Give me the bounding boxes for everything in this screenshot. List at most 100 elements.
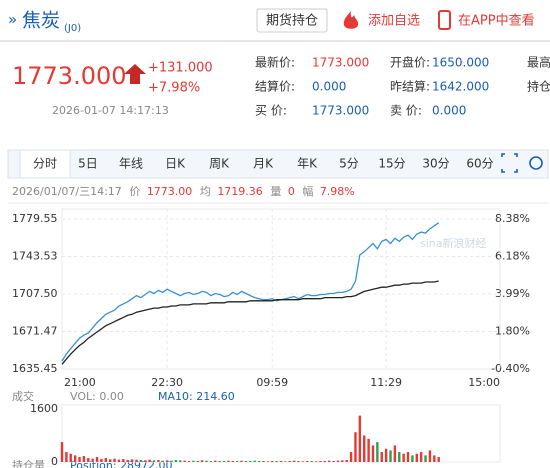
tab[interactable]: 年K [297, 157, 318, 171]
volume-bar [227, 460, 230, 462]
title: 焦炭 [22, 10, 60, 32]
field-label: 持仓 [527, 79, 550, 94]
field-value: 0.000 [312, 80, 346, 94]
volume-bar [384, 448, 388, 462]
volume-bar [437, 457, 440, 462]
volume-bar [310, 461, 313, 462]
volume-bar [323, 461, 327, 462]
tab[interactable]: 分时 [33, 157, 57, 171]
volume-bar [371, 445, 375, 462]
button[interactable]: 添加自选 [368, 14, 420, 29]
price-line [61, 280, 439, 365]
volume-bar [104, 458, 108, 462]
code: (J0) [64, 23, 81, 34]
field-value: 1773.000 [312, 104, 369, 118]
volume-bar [288, 461, 291, 462]
y-tick-label: 1671.47 [12, 325, 58, 338]
volume-bar [60, 442, 64, 462]
y2-tick-label: 1.80% [495, 324, 530, 337]
volume-bar [393, 445, 397, 462]
volume-bar [170, 460, 173, 462]
tab[interactable]: 周K [209, 157, 230, 171]
field-value: 0.000 [432, 104, 466, 118]
y-tick-label: 1743.53 [12, 249, 58, 262]
tab[interactable]: 月K [253, 157, 274, 171]
volume-bar [108, 459, 112, 462]
status-label: 均 [200, 185, 211, 198]
y2-tick-label: -0.40% [491, 362, 530, 375]
volume-bar [91, 458, 94, 462]
volume-bar [200, 460, 204, 462]
tab[interactable]: 15分 [378, 157, 405, 171]
tab[interactable]: 5分 [339, 157, 359, 171]
chevron: » [8, 11, 17, 29]
field-label: 昨结算: [390, 79, 430, 94]
button-frame[interactable] [256, 8, 328, 33]
volume-bar [113, 458, 116, 462]
button[interactable]: 期货持仓 [266, 13, 318, 29]
volume-bar [130, 459, 134, 462]
volume-label: 成交 [12, 389, 34, 403]
volume-bar [235, 461, 239, 462]
volume-bar [419, 452, 423, 462]
change: +131.000 [148, 61, 213, 76]
volume-bar [367, 438, 370, 462]
volume-bar [152, 460, 156, 462]
settings-icon[interactable] [529, 156, 543, 170]
volume-bar [389, 450, 392, 462]
volume-bar [380, 452, 383, 462]
volume-bar [279, 461, 283, 462]
fullscreen-icon[interactable] [501, 153, 518, 173]
ma-label: MA10: 214.60 [158, 390, 235, 403]
volume-bar [249, 461, 252, 462]
volume-bar [161, 460, 164, 462]
fire-icon [343, 11, 359, 29]
volume-bar [358, 415, 362, 462]
volume-bar [275, 461, 278, 462]
volume-tick-label: 0 [51, 455, 58, 468]
position-value: Position: 28972.00 [70, 459, 173, 468]
volume-tick-label: 1600 [30, 402, 58, 415]
volume-bar [209, 461, 213, 462]
status-value: 0 [288, 185, 295, 198]
x-tick-label: 11:29 [370, 376, 402, 389]
status-value: 1719.36 [217, 185, 263, 198]
volume-bar [415, 453, 418, 462]
volume-bar [406, 452, 410, 462]
volume-bar [301, 461, 305, 462]
volume-bar [354, 432, 357, 462]
quote-time: 2026-01-07 14:17:13 [52, 104, 169, 117]
y-tick-label: 1779.55 [12, 212, 58, 225]
button[interactable]: 在APP中查看 [458, 13, 535, 29]
volume-bar [196, 461, 199, 462]
volume-bar [100, 459, 103, 462]
field-label: 结算价: [255, 79, 295, 94]
volume-bar [192, 460, 195, 462]
tab[interactable]: 日K [165, 157, 186, 171]
volume-bar [402, 453, 405, 462]
field-label: 最新价: [255, 55, 295, 70]
tab[interactable]: 60分 [466, 157, 493, 171]
status-value: 1773.00 [147, 185, 193, 198]
volume-bar [135, 459, 138, 462]
position-label: 持仓量 [12, 458, 45, 468]
volume-bar [144, 460, 147, 462]
field-label: 买 价: [255, 104, 287, 118]
volume-bar [122, 459, 125, 462]
volume-bar [187, 461, 191, 462]
field-value: 1642.000 [432, 80, 489, 94]
volume-bar [271, 461, 274, 462]
volume-bar [349, 452, 353, 462]
tab-bar [7, 149, 549, 179]
volume-bar [157, 460, 160, 462]
tab[interactable]: 5日 [78, 157, 98, 171]
volume-bar [214, 460, 217, 462]
volume-bar [117, 459, 121, 462]
x-tick-label: 21:00 [64, 376, 96, 389]
volume-bar [314, 461, 318, 462]
field-label: 最高 [527, 55, 550, 70]
volume-bar [424, 455, 427, 462]
tab[interactable]: 年线 [119, 157, 143, 171]
tab[interactable]: 30分 [422, 157, 449, 171]
